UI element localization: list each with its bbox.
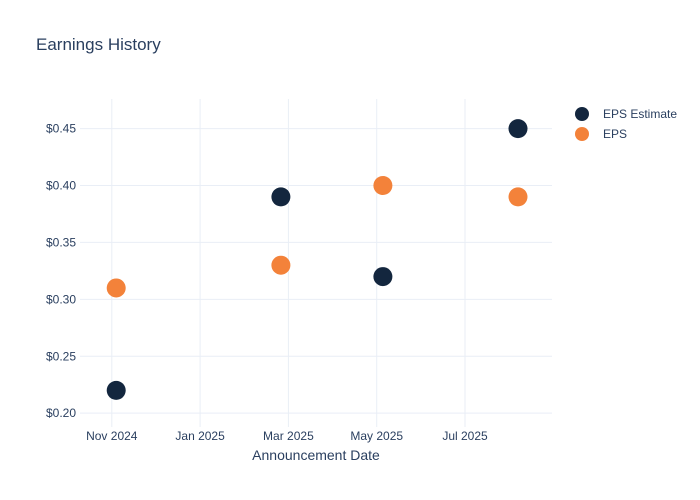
y-tick-label: $0.40 (46, 179, 76, 193)
legend-marker-icon (575, 107, 589, 121)
chart-title: Earnings History (36, 35, 161, 54)
data-point-eps-estimate[interactable] (271, 187, 291, 207)
data-point-eps[interactable] (373, 176, 393, 196)
x-tick-label: Jul 2025 (442, 429, 488, 443)
legend-label: EPS (603, 127, 628, 141)
x-axis-title: Announcement Date (252, 447, 380, 463)
legend-label: EPS Estimate (603, 107, 678, 121)
x-tick-label: Nov 2024 (86, 429, 138, 443)
data-point-eps-estimate[interactable] (373, 267, 393, 287)
y-tick-label: $0.45 (46, 122, 76, 136)
data-point-eps-estimate[interactable] (508, 119, 528, 139)
y-tick-label: $0.20 (46, 406, 76, 420)
data-point-eps[interactable] (106, 278, 126, 298)
legend-marker-icon (575, 127, 589, 141)
legend-item-eps[interactable]: EPS (575, 124, 677, 144)
data-point-eps[interactable] (508, 187, 528, 207)
x-tick-label: Mar 2025 (263, 429, 314, 443)
y-tick-label: $0.35 (46, 235, 76, 249)
x-tick-label: Jan 2025 (175, 429, 225, 443)
y-tick-label: $0.30 (46, 292, 76, 306)
y-tick-label: $0.25 (46, 349, 76, 363)
x-tick-label: May 2025 (350, 429, 403, 443)
legend: EPS Estimate EPS (575, 104, 677, 144)
data-point-eps[interactable] (271, 255, 291, 275)
legend-item-eps-estimate[interactable]: EPS Estimate (575, 104, 677, 124)
data-point-eps-estimate[interactable] (106, 380, 126, 400)
